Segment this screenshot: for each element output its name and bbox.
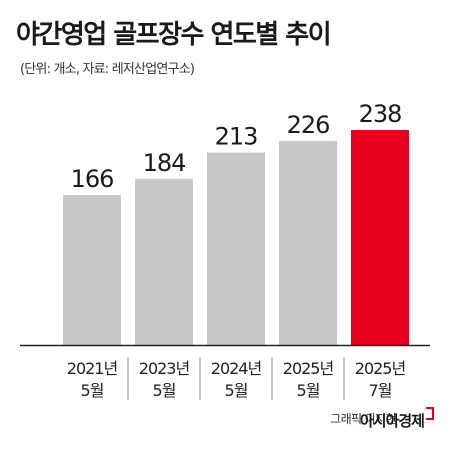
data-label-3: 226: [287, 111, 330, 139]
chart-title: 야간영업 골프장수 연도별 추이: [16, 20, 332, 50]
data-label-2: 213: [215, 123, 258, 151]
category-label-1-1: 5월: [153, 381, 176, 400]
data-label-0: 166: [71, 165, 114, 193]
data-label-4: 238: [359, 100, 402, 128]
category-label-4-1: 7월: [369, 381, 392, 400]
graphic-credit: 그래픽 이지현: [330, 412, 396, 426]
bar-4: [351, 130, 409, 345]
bar-0: [63, 195, 121, 345]
category-label-2-1: 5월: [225, 381, 248, 400]
brand-name: 아시아경제: [359, 412, 425, 430]
category-label-0-1: 5월: [81, 381, 104, 400]
brand-mark-icon: [426, 407, 434, 420]
category-label-0-0: 2021년: [67, 359, 118, 378]
category-label-4-0: 2025년: [355, 359, 406, 378]
bar-3: [279, 140, 337, 345]
bar-1: [135, 178, 193, 345]
data-label-1: 184: [143, 149, 186, 177]
chart-subtitle: (단위: 개소, 자료: 레저산업연구소): [20, 62, 195, 77]
category-label-2-0: 2024년: [211, 359, 262, 378]
bar-2: [207, 152, 265, 345]
category-label-3-0: 2025년: [283, 359, 334, 378]
category-label-3-1: 5월: [297, 381, 320, 400]
brand-logo: 아시아경제: [360, 407, 434, 431]
category-label-1-0: 2023년: [139, 359, 190, 378]
